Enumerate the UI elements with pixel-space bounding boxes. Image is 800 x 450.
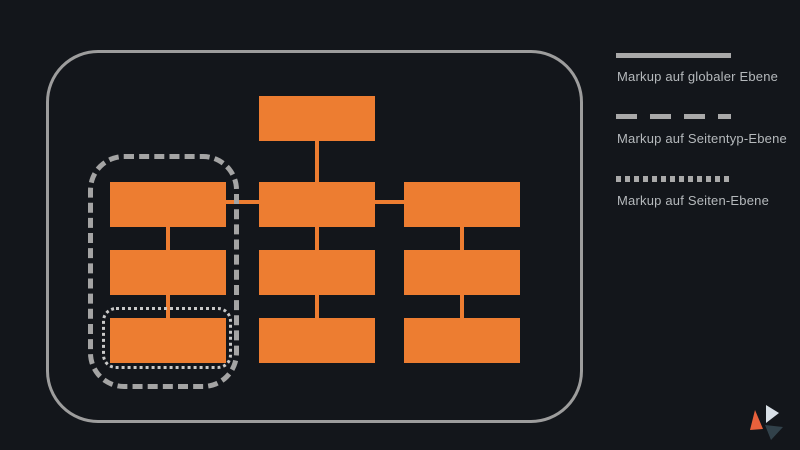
connector-left-2-3 bbox=[166, 227, 170, 250]
sitemap-node-right-2 bbox=[404, 250, 520, 295]
legend-label-page: Markup auf Seiten-Ebene bbox=[617, 193, 770, 208]
connector-middle-right bbox=[375, 200, 404, 204]
connector-right-3-4 bbox=[460, 295, 464, 318]
global-markup-outline bbox=[46, 50, 583, 423]
logo-light-triangle bbox=[766, 405, 779, 423]
connector-root-middle bbox=[315, 141, 319, 182]
sitemap-node-middle-1 bbox=[259, 182, 375, 227]
connector-left-middle bbox=[226, 200, 259, 204]
logo-orange-triangle bbox=[750, 410, 763, 430]
legend-dashed-line-icon bbox=[616, 114, 731, 119]
sitemap-node-middle-2 bbox=[259, 250, 375, 295]
legend-dotted-line-icon bbox=[616, 176, 731, 182]
sitemap-node-right-3 bbox=[404, 318, 520, 363]
legend-label-pagetype: Markup auf Seitentyp-Ebene bbox=[617, 131, 787, 146]
sitemap-node-root bbox=[259, 96, 375, 141]
sitemap-node-middle-3 bbox=[259, 318, 375, 363]
logo-dark-triangle bbox=[765, 425, 783, 440]
sitemap-node-left-2 bbox=[110, 250, 226, 295]
connector-middle-2-3 bbox=[315, 227, 319, 250]
connector-right-2-3 bbox=[460, 227, 464, 250]
page-markup-outline bbox=[102, 307, 232, 369]
connector-left-3-4 bbox=[166, 295, 170, 318]
connector-middle-3-4 bbox=[315, 295, 319, 318]
brand-triangles-logo bbox=[750, 405, 783, 440]
pagetype-markup-outline bbox=[88, 154, 239, 389]
legend-solid-line-icon bbox=[616, 53, 731, 58]
sitemap-node-right-1 bbox=[404, 182, 520, 227]
legend-label-global: Markup auf globaler Ebene bbox=[617, 69, 779, 84]
